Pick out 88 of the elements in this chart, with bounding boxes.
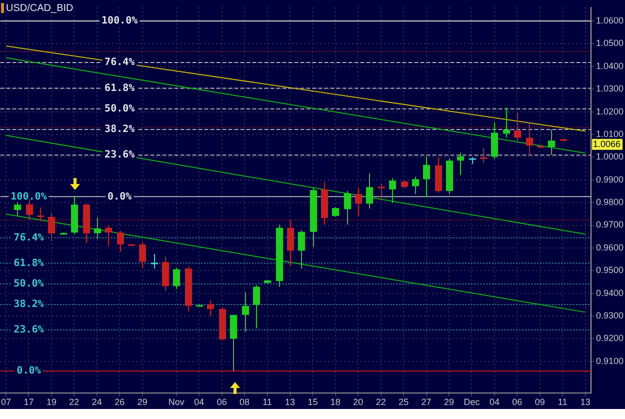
- x-tick-label: 07: [1, 397, 12, 408]
- x-tick-label: 08: [240, 397, 250, 408]
- annotation: 61.8%: [104, 82, 135, 94]
- candlestick: [206, 300, 214, 317]
- x-tick-label: 13: [284, 397, 295, 408]
- candlestick: [94, 217, 102, 240]
- annotation: 76.4%: [104, 57, 135, 68]
- y-tick-label: 0.9900: [596, 174, 624, 184]
- x-tick-label: 09: [534, 397, 545, 408]
- y-tick-label: 1.0100: [596, 128, 624, 139]
- candlestick: [138, 242, 146, 269]
- candlestick: [26, 198, 34, 220]
- candlestick: [526, 122, 534, 156]
- candlestick: [354, 187, 362, 216]
- x-tick-label: 17: [24, 397, 34, 408]
- candlestick: [14, 202, 22, 216]
- y-tick-label: 1.0200: [596, 106, 624, 116]
- annotation: 38.2%: [14, 299, 44, 310]
- x-tick-label: 06: [512, 397, 522, 408]
- candlestick: [366, 173, 374, 209]
- candlestick: [298, 230, 306, 270]
- x-tick-label: Nov: [168, 397, 185, 408]
- candlestick: [252, 284, 260, 329]
- x-tick-label: Dec: [464, 397, 480, 408]
- y-tick-label: 1.0600: [596, 16, 624, 26]
- x-tick-label: 22: [69, 397, 80, 408]
- x-tick-label: 04: [194, 397, 204, 408]
- annotation: 23.6%: [14, 324, 44, 336]
- x-tick-label: 18: [330, 397, 340, 408]
- candlestick: [412, 176, 420, 195]
- candlestick: [48, 212, 56, 242]
- y-tick-label: 0.9300: [596, 310, 624, 321]
- y-tick-label: 1.0500: [596, 38, 624, 48]
- x-tick-label: 26: [114, 397, 125, 408]
- candlestick: [116, 230, 124, 252]
- candlestick: [172, 267, 180, 290]
- candlestick: [514, 112, 522, 142]
- chart-title: USD/CAD_BID: [6, 2, 74, 14]
- candlestick: [502, 107, 510, 138]
- x-tick-label: 22: [376, 397, 386, 408]
- candlestick: [388, 178, 396, 204]
- y-tick-label: 0.9100: [596, 356, 624, 366]
- annotation: 23.6%: [104, 150, 135, 161]
- y-tick-label: 0.9500: [596, 265, 624, 276]
- y-tick-label: 1.0300: [596, 84, 624, 94]
- y-tick-label: 0.9700: [596, 220, 624, 230]
- x-tick-label: 13: [580, 397, 590, 408]
- x-tick-label: 24: [92, 397, 102, 408]
- x-tick-label: 15: [308, 397, 318, 408]
- annotation: 100.0%: [102, 16, 138, 27]
- annotation: 50.0%: [104, 103, 135, 114]
- candlestick: [332, 206, 340, 218]
- y-tick-label: 1.0400: [596, 60, 624, 71]
- x-tick-label: 11: [262, 397, 272, 408]
- annotation: 38.2%: [104, 124, 135, 136]
- y-tick-label: 0.9400: [596, 288, 624, 298]
- candlestick: [422, 156, 430, 198]
- y-tick-label: 0.9800: [596, 197, 624, 208]
- candlestick: [480, 147, 488, 164]
- candlestick: [344, 190, 352, 226]
- x-tick-label: 25: [398, 397, 409, 408]
- candlestick: [378, 183, 386, 202]
- candlestick: [548, 128, 556, 156]
- x-tick-label: 11: [558, 397, 568, 408]
- candlestick: [150, 253, 158, 270]
- y-tick-label: 0.9600: [596, 242, 624, 252]
- y-tick-label: 1.0000: [596, 152, 624, 162]
- annotation: 76.4%: [14, 232, 44, 244]
- x-tick-label: 06: [216, 397, 227, 408]
- x-tick-label: 27: [421, 397, 432, 408]
- annotation: 61.8%: [14, 258, 44, 269]
- text: 1.0066: [593, 138, 621, 149]
- annotation: 100.0%: [10, 191, 47, 202]
- candlestick: [286, 219, 294, 266]
- candlestick: [456, 152, 464, 176]
- x-tick-label: 29: [137, 397, 148, 408]
- annotation: 0.0%: [16, 366, 41, 377]
- x-tick-label: 20: [353, 397, 364, 408]
- annotation: 50.0%: [14, 278, 44, 290]
- candlestick: [242, 292, 250, 332]
- x-tick-label: 04: [489, 397, 500, 408]
- y-tick-label: 0.9200: [596, 333, 624, 344]
- x-tick-label: 19: [46, 397, 56, 408]
- x-tick-label: 29: [444, 397, 454, 408]
- candlestick: [36, 207, 44, 222]
- candlestick: [104, 224, 112, 247]
- candlestick: [230, 314, 238, 372]
- annotation: 0.0%: [108, 191, 132, 202]
